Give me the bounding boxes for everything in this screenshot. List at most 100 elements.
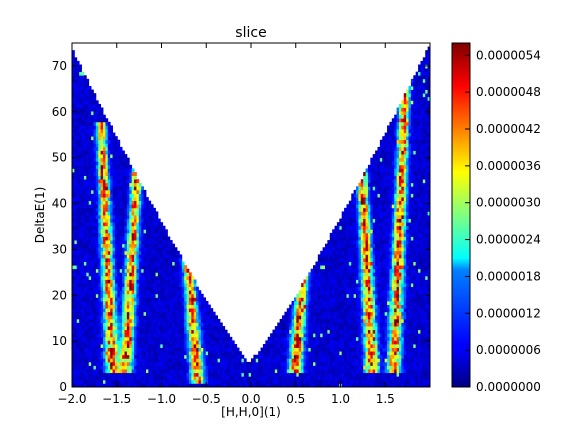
heatmap-cell (129, 168, 133, 173)
heatmap-cell (177, 318, 180, 323)
heatmap-cell (165, 308, 168, 313)
heatmap-cell (177, 275, 180, 280)
heatmap-cell (193, 322, 197, 327)
heatmap-cell (262, 351, 266, 356)
heatmap-cell (313, 293, 316, 298)
heatmap-cell (324, 379, 328, 384)
heatmap-cell (267, 369, 271, 374)
heatmap-cell (72, 211, 75, 216)
heatmap-cell (112, 225, 116, 230)
heatmap-cell (83, 379, 87, 384)
heatmap-cell (110, 175, 113, 180)
heatmap-cell (100, 383, 104, 387)
heatmap-cell (301, 369, 304, 374)
heatmap-cell (81, 146, 85, 151)
heatmap-cell (348, 315, 352, 320)
heatmap-cell (296, 340, 300, 345)
heatmap-cell (315, 326, 319, 331)
heatmap-cell (93, 354, 97, 359)
heatmap-cell (205, 347, 209, 352)
heatmap-cell (239, 361, 242, 366)
heatmap-cell (110, 347, 113, 352)
heatmap-cell (103, 179, 106, 184)
heatmap-cell (83, 297, 87, 302)
heatmap-cell (162, 344, 166, 348)
heatmap-cell (346, 379, 350, 384)
heatmap-cell (138, 315, 142, 320)
heatmap-cell (208, 369, 211, 374)
heatmap-cell (317, 372, 321, 377)
heatmap-cell (344, 358, 347, 363)
heatmap-cell (236, 376, 240, 381)
heatmap-cell (150, 336, 154, 341)
heatmap-cell (301, 351, 304, 356)
heatmap-cell (298, 383, 302, 387)
heatmap-cell (157, 333, 161, 338)
heatmap-cell (344, 286, 347, 291)
heatmap-cell (107, 146, 111, 151)
heatmap-cell (358, 268, 362, 273)
heatmap-cell (136, 232, 140, 237)
heatmap-cell (110, 293, 113, 298)
heatmap-cell (124, 182, 128, 187)
heatmap-cell (284, 329, 288, 334)
heatmap-cell (284, 376, 288, 381)
heatmap-cell (74, 283, 78, 288)
heatmap-cell (279, 379, 283, 384)
heatmap-cell (119, 304, 123, 309)
heatmap-cell (346, 361, 350, 366)
heatmap-cell (100, 197, 104, 202)
heatmap-cell (72, 107, 75, 112)
heatmap-cell (332, 290, 335, 295)
heatmap-cell (83, 315, 87, 320)
heatmap-cell (134, 383, 137, 387)
heatmap-cell (81, 304, 85, 309)
heatmap-cell (165, 376, 168, 381)
heatmap-cell (322, 290, 326, 295)
heatmap-cell (203, 372, 207, 377)
heatmap-cell (79, 93, 82, 98)
heatmap-cell (76, 129, 80, 133)
heatmap-cell (100, 243, 104, 248)
heatmap-cell (356, 322, 359, 327)
heatmap-cell (93, 125, 97, 130)
heatmap-cell (131, 172, 135, 176)
heatmap-cell (324, 347, 328, 352)
heatmap-cell (308, 365, 312, 370)
heatmap-cell (129, 265, 133, 270)
heatmap-cell (160, 258, 164, 262)
heatmap-cell (76, 86, 80, 90)
heatmap-cell (169, 376, 173, 381)
heatmap-cell (126, 283, 130, 288)
heatmap-cell (174, 326, 178, 331)
heatmap-cell (129, 358, 133, 363)
heatmap-cell (117, 168, 121, 173)
heatmap-cell (313, 326, 316, 331)
heatmap-cell (122, 279, 125, 284)
heatmap-cell (301, 290, 304, 295)
heatmap-cell (98, 261, 102, 266)
heatmap-cell (72, 275, 75, 280)
heatmap-cell (83, 200, 87, 205)
heatmap-cell (98, 361, 102, 366)
heatmap-cell (83, 207, 87, 212)
heatmap-cell (134, 283, 137, 288)
heatmap-cell (93, 379, 97, 384)
heatmap-cell (172, 354, 176, 359)
heatmap-cell (167, 383, 171, 387)
heatmap-cell (200, 336, 204, 341)
heatmap-cell (134, 204, 137, 209)
heatmap-cell (98, 358, 102, 363)
heatmap-cell (172, 318, 176, 323)
heatmap-cell (341, 261, 345, 266)
heatmap-cell (210, 354, 214, 359)
heatmap-cell (91, 218, 94, 223)
heatmap-cell (83, 329, 87, 334)
heatmap-cell (110, 301, 113, 305)
heatmap-cell (303, 318, 307, 323)
heatmap-cell (270, 372, 273, 377)
heatmap-cell (81, 121, 85, 126)
heatmap-cell (86, 132, 90, 137)
heatmap-cell (212, 318, 216, 323)
heatmap-cell (282, 315, 285, 320)
